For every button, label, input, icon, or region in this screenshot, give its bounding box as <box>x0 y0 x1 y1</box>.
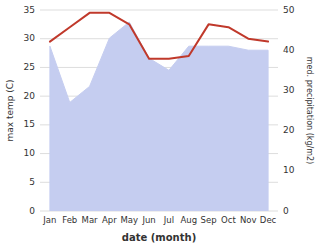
y-tick-label: 10 <box>24 148 36 158</box>
x-tick-label: May <box>120 215 138 225</box>
x-tick-label: Sep <box>201 215 217 225</box>
x-tick-label: Feb <box>62 215 77 225</box>
x-tick-label: Jan <box>42 215 56 225</box>
x-tick-label: Nov <box>240 215 257 225</box>
x-tick-label: Jun <box>141 215 155 225</box>
y-tick-label: 20 <box>24 91 36 101</box>
x-tick-label: Jul <box>163 215 174 225</box>
grid-line <box>40 10 278 11</box>
axes: 0 5 10 15 20 25 30 35 0 10 20 30 40 50 Jan Feb MarAprMay… <box>5 5 314 244</box>
y2-tick-label: 20 <box>283 125 295 135</box>
grid <box>40 10 278 211</box>
y2-tick-label: 0 <box>283 206 289 216</box>
y2-tick-label: 10 <box>283 165 295 175</box>
x-tick-label: Apr <box>102 215 117 225</box>
x-tick-label: Mar <box>82 215 99 225</box>
y-tick-label: 5 <box>29 177 35 187</box>
y2-axis-label: med. precipitation (kg/m2) <box>305 57 314 164</box>
y2-tick-label: 40 <box>283 45 295 55</box>
y-tick-label: 15 <box>24 119 35 129</box>
y-tick-label: 25 <box>24 62 35 72</box>
y-tick-label: 0 <box>29 206 35 216</box>
y2-tick-label: 30 <box>283 85 295 95</box>
precip-area <box>50 22 268 211</box>
y2-tick-label: 50 <box>283 5 295 15</box>
plot-area <box>50 13 268 211</box>
temp-line <box>50 13 268 59</box>
x-tick-label: Dec <box>260 215 277 225</box>
x-tick-label: Aug <box>180 215 197 225</box>
y-axis-label: max temp (C) <box>5 79 15 141</box>
y-tick-label: 30 <box>24 33 36 43</box>
chart: 0 5 10 15 20 25 30 35 0 10 20 30 40 50 Jan Feb MarAprMay… <box>0 0 318 247</box>
x-axis-label: date (month) <box>122 232 196 243</box>
grid-line <box>40 38 278 39</box>
x-tick-label: Oct <box>221 215 236 225</box>
y-tick-label: 35 <box>24 5 35 15</box>
